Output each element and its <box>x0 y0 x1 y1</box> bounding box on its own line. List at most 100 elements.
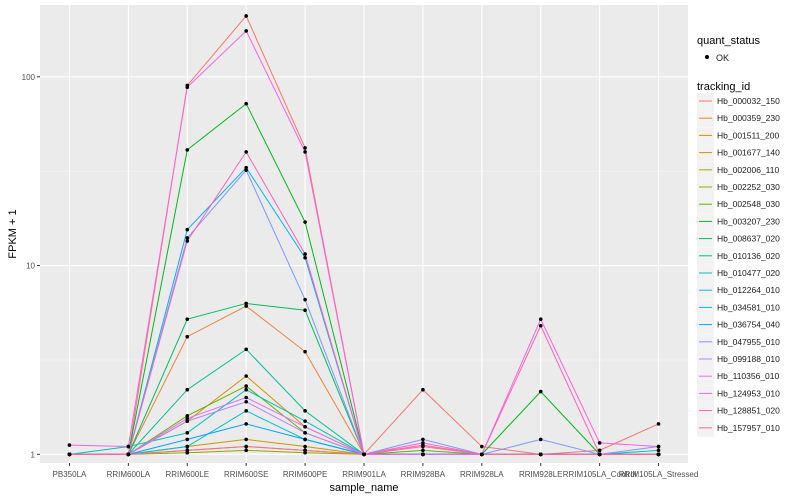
data-point-Hb_047955_010 <box>538 437 543 442</box>
data-point-Hb_157957_010 <box>67 452 72 457</box>
data-point-Hb_128851_020 <box>185 239 190 243</box>
data-point-Hb_157957_010 <box>421 443 425 447</box>
data-point-Hb_124953_010 <box>126 444 131 449</box>
data-point-Hb_124953_010 <box>185 85 190 90</box>
x-tick-label: RRIM600PE <box>283 470 327 479</box>
data-point-Hb_124953_010 <box>244 29 248 33</box>
data-point-Hb_034581_010 <box>303 255 307 260</box>
data-point-Hb_000359_230 <box>244 304 248 308</box>
legend-label-Hb_000359_230: Hb_000359_230 <box>717 113 780 123</box>
legend-label-Hb_128851_020: Hb_128851_020 <box>717 406 780 416</box>
data-point-Hb_001677_140 <box>303 444 307 449</box>
data-point-Hb_008637_020 <box>303 308 307 313</box>
x-tick-label: RRIM928LE <box>519 470 563 479</box>
data-point-Hb_010477_020 <box>244 387 248 392</box>
tracking-id-legend-title: tracking_id <box>697 81 750 93</box>
data-point-Hb_000032_150 <box>480 444 484 449</box>
legend-label-Hb_008637_020: Hb_008637_020 <box>717 234 780 244</box>
data-point-Hb_157957_010 <box>303 448 307 453</box>
data-point-Hb_157957_010 <box>185 448 190 453</box>
data-point-Hb_047955_010 <box>244 168 248 172</box>
data-point-Hb_012264_010 <box>185 444 190 449</box>
data-point-Hb_124953_010 <box>538 317 543 321</box>
data-point-Hb_008637_020 <box>185 317 190 321</box>
data-point-Hb_128851_020 <box>244 150 248 154</box>
data-point-Hb_128851_020 <box>538 323 543 328</box>
data-point-Hb_036754_040 <box>185 437 190 442</box>
legend-label-Hb_157957_010: Hb_157957_010 <box>717 423 780 433</box>
data-point-Hb_157957_010 <box>597 452 602 457</box>
data-point-Hb_010477_020 <box>185 431 190 435</box>
data-point-Hb_000032_150 <box>303 146 307 150</box>
data-point-Hb_110356_010 <box>421 452 425 457</box>
data-point-Hb_010136_020 <box>303 409 307 413</box>
data-point-Hb_110356_010 <box>244 395 248 400</box>
data-point-Hb_157957_010 <box>538 452 543 457</box>
data-point-Hb_000032_150 <box>244 14 248 18</box>
data-point-Hb_034581_010 <box>185 227 190 232</box>
data-point-Hb_000032_150 <box>597 448 602 453</box>
x-tick-label: RRIM600LE <box>165 470 209 479</box>
x-tick-label: RRIM928LA <box>460 470 504 479</box>
data-point-Hb_010136_020 <box>185 387 190 392</box>
data-point-Hb_047955_010 <box>421 437 425 442</box>
data-point-Hb_124953_010 <box>656 444 661 449</box>
data-point-Hb_002548_030 <box>185 414 190 418</box>
data-point-Hb_012264_010 <box>244 409 248 413</box>
data-point-Hb_124953_010 <box>67 443 72 447</box>
y-tick-label: 1 <box>31 450 36 459</box>
data-point-Hb_010136_020 <box>244 347 248 352</box>
data-point-Hb_001511_200 <box>244 374 248 378</box>
data-point-Hb_002252_030 <box>244 448 248 453</box>
x-tick-label: RRIM901LA <box>342 470 386 479</box>
data-point-Hb_003207_230 <box>538 389 543 394</box>
legend-label-Hb_099188_010: Hb_099188_010 <box>717 354 780 364</box>
y-tick-label: 10 <box>26 262 35 271</box>
y-tick-label: 100 <box>22 73 36 82</box>
legend-label-Hb_010136_020: Hb_010136_020 <box>717 251 780 261</box>
data-point-Hb_036754_040 <box>244 422 248 426</box>
quant-status-legend-title: quant_status <box>697 35 760 47</box>
data-point-Hb_110356_010 <box>185 416 190 421</box>
legend-point-ok <box>705 55 709 59</box>
data-point-Hb_000032_150 <box>656 422 661 426</box>
legend-label-Hb_001677_140: Hb_001677_140 <box>717 148 780 158</box>
data-point-Hb_124953_010 <box>597 441 602 445</box>
legend-entries: Hb_000032_150 Hb_000359_230 Hb_001511_200 H… <box>697 93 780 437</box>
data-point-Hb_157957_010 <box>656 452 661 457</box>
legend-label-Hb_110356_010: Hb_110356_010 <box>717 371 780 381</box>
axes: 1 10 100 PB350LA RRIM600LA RRIM600LE RRIM600SE… <box>22 73 699 479</box>
data-point-Hb_010477_020 <box>656 448 661 453</box>
legend-label-Hb_034581_010: Hb_034581_010 <box>717 302 780 312</box>
data-point-Hb_128851_020 <box>303 252 307 256</box>
legend-label-Hb_047955_010: Hb_047955_010 <box>717 337 780 347</box>
data-point-Hb_000359_230 <box>185 334 190 339</box>
data-point-Hb_047955_010 <box>185 236 190 240</box>
legend-label-Hb_036754_040: Hb_036754_040 <box>717 320 780 330</box>
data-point-Hb_000032_150 <box>421 387 425 392</box>
legend-label-Hb_012264_010: Hb_012264_010 <box>717 285 780 295</box>
data-point-Hb_047955_010 <box>303 297 307 302</box>
grid-lines <box>40 5 688 463</box>
data-point-Hb_003207_230 <box>303 220 307 224</box>
data-point-Hb_036754_040 <box>303 437 307 442</box>
legend-label-Hb_000032_150: Hb_000032_150 <box>717 96 780 106</box>
data-point-Hb_003207_230 <box>244 101 248 106</box>
data-point-Hb_157957_010 <box>480 452 484 457</box>
data-point-Hb_008637_020 <box>244 301 248 306</box>
data-point-Hb_099188_010 <box>303 431 307 435</box>
data-point-Hb_003207_230 <box>185 148 190 152</box>
data-point-Hb_157957_010 <box>126 452 131 457</box>
legend-label-Hb_001511_200: Hb_001511_200 <box>717 130 780 140</box>
legend-label-Hb_002252_030: Hb_002252_030 <box>717 182 780 192</box>
legend: quant_status OK tracking_id Hb_000032_15… <box>697 35 780 437</box>
x-tick-label: RRIM928BA <box>401 470 446 479</box>
legend-label-Hb_003207_230: Hb_003207_230 <box>717 216 780 226</box>
x-axis-label: sample_name <box>329 482 398 494</box>
x-tick-label: RRIM105LA_Control <box>563 470 637 479</box>
data-point-Hb_157957_010 <box>244 444 248 449</box>
x-tick-label: RRIM105LA_Stressed <box>619 470 699 479</box>
legend-label-Hb_002006_110: Hb_002006_110 <box>717 165 780 175</box>
data-points <box>67 14 661 457</box>
